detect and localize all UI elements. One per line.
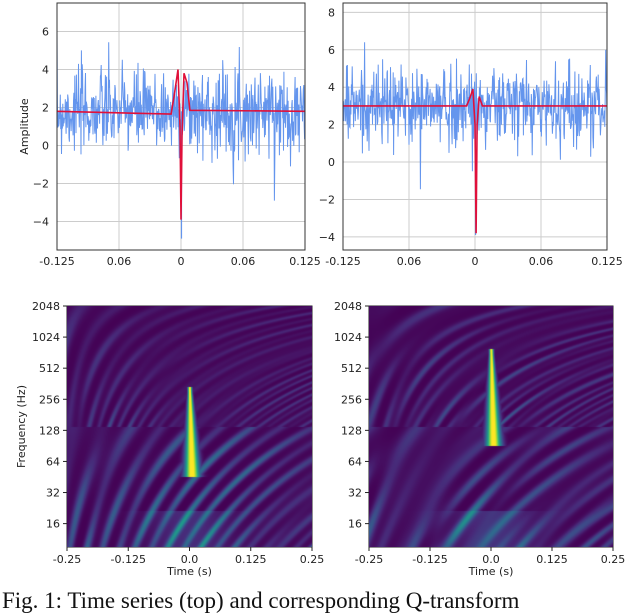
x-tick-label: 0.25 <box>300 553 325 566</box>
timeseries-panel-top-left: -0.125 0.06 0 0.06 0.125 6 4 2 0 −2 −4 Amplitude <box>18 2 321 268</box>
x-axis-label: Time (s) <box>468 565 514 578</box>
y-tick-label: 16 <box>46 518 60 531</box>
y-tick-label: 16 <box>348 518 362 531</box>
x-tick-label: 0 <box>178 255 185 268</box>
x-tick-label: -0.125 <box>111 553 146 566</box>
x-tick-label: 0.0 <box>181 553 199 566</box>
timeseries-panel-top-right: -0.125 0.06 0 0.06 0.125 8 6 4 2 0 −2 −4 <box>319 2 623 268</box>
y-tick-label: 2 <box>42 102 49 115</box>
x-tick-label: 0.06 <box>397 255 422 268</box>
y-tick-label: −4 <box>33 216 49 229</box>
x-tick-label: -0.25 <box>355 553 383 566</box>
x-tick-label: -0.25 <box>53 553 81 566</box>
y-tick-label: 4 <box>42 64 49 77</box>
x-tick-label: 0.0 <box>482 553 500 566</box>
x-tick-label: -0.125 <box>325 255 360 268</box>
y-tick-label: 128 <box>39 424 60 437</box>
y-tick-label: −4 <box>319 231 335 244</box>
x-tick-label: 0.125 <box>289 255 321 268</box>
y-tick-label: 2 <box>328 119 335 132</box>
clean-waveform-line <box>343 88 607 234</box>
y-tick-label: 1024 <box>32 331 60 344</box>
x-tick-label: 0 <box>472 255 479 268</box>
y-tick-label: 1024 <box>334 331 362 344</box>
y-tick-label: 512 <box>39 362 60 375</box>
y-tick-label: 8 <box>328 6 335 19</box>
x-axis-label: Time (s) <box>166 565 212 578</box>
y-tick-label: 6 <box>42 26 49 39</box>
y-tick-label: 32 <box>46 487 60 500</box>
y-axis-label: Amplitude <box>18 98 31 155</box>
y-tick-label: 512 <box>341 362 362 375</box>
y-tick-label: 32 <box>348 487 362 500</box>
spectrogram-axes-bottom-right: -0.25 -0.125 0.0 0.125 0.25 2048 1024 512 256 128… <box>334 300 625 578</box>
y-tick-label: 2048 <box>334 300 362 313</box>
y-tick-label: 0 <box>328 156 335 169</box>
x-tick-label: 0.125 <box>235 553 267 566</box>
spectrogram-axes-bottom-left: -0.25 -0.125 0.0 0.125 0.25 2048 1024 512 256 128… <box>15 300 324 578</box>
y-tick-label: 2048 <box>32 300 60 313</box>
y-tick-label: −2 <box>33 178 49 191</box>
y-tick-label: 256 <box>39 393 60 406</box>
plot-frame <box>342 2 608 251</box>
x-tick-label: 0.06 <box>231 255 256 268</box>
y-tick-label: 6 <box>328 44 335 57</box>
x-tick-label: 0.125 <box>536 553 568 566</box>
y-axis-label: Frequency (Hz) <box>15 385 28 468</box>
y-tick-label: 256 <box>341 393 362 406</box>
x-tick-label: 0.25 <box>601 553 626 566</box>
x-tick-label: -0.125 <box>39 255 74 268</box>
x-tick-label: 0.06 <box>529 255 554 268</box>
plot-frame <box>56 2 306 251</box>
figure-caption: Fig. 1: Time series (top) and correspond… <box>2 588 520 613</box>
y-tick-label: 64 <box>46 455 60 468</box>
x-tick-label: -0.125 <box>412 553 447 566</box>
y-tick-label: 64 <box>348 455 362 468</box>
spectrogram-heatmap-bottom-left <box>67 306 312 547</box>
clean-waveform-line <box>56 69 306 220</box>
x-tick-label: 0.125 <box>591 255 623 268</box>
y-tick-label: 4 <box>328 81 335 94</box>
x-tick-label: 0.06 <box>107 255 132 268</box>
y-tick-label: −2 <box>319 193 335 206</box>
y-tick-label: 0 <box>42 140 49 153</box>
y-tick-label: 128 <box>341 424 362 437</box>
spectrogram-heatmap-bottom-right <box>369 306 613 547</box>
